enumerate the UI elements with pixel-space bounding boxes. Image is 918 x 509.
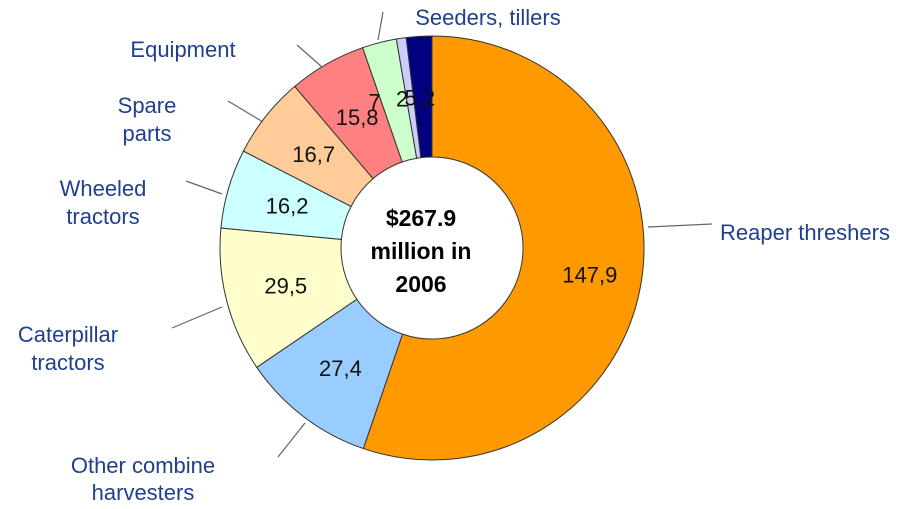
slice-reaper-threshers: [362, 35, 645, 461]
leader-lines-group: [171, 11, 713, 458]
leader-line-seeders-tillers: [377, 11, 384, 41]
slices-group: [219, 35, 645, 461]
center-label-line-1: $267.9: [386, 205, 456, 231]
center-label-line-2: million in: [371, 238, 472, 264]
value-label-unlabeled-6: 7: [368, 90, 380, 115]
value-label-reaper-threshers: 147,9: [562, 262, 617, 287]
leader-line-other-combine-harvesters: [277, 422, 306, 458]
category-label-equipment: Equipment: [130, 37, 235, 62]
leader-line-caterpillar-tractors: [171, 306, 223, 329]
value-label-caterpillar-tractors: 29,5: [264, 274, 307, 299]
category-label-spare-parts-line-1: Spare: [118, 93, 177, 118]
category-label-wheeled-tractors-line-1: Wheeled: [60, 176, 147, 201]
value-labels-group: 147,9 27,4 29,5 16,2 16,715,87 25,2: [264, 85, 617, 381]
slice-caterpillar-tractors: [219, 227, 358, 369]
value-label-seeders-tillers: 5,2: [404, 85, 435, 110]
category-label-other-combine-harvesters-line-1: Other combine: [71, 453, 215, 478]
leader-line-wheeled-tractors: [185, 180, 223, 195]
value-label-spare-parts: 16,7: [292, 142, 335, 167]
value-label-unlabeled-7: 2: [396, 87, 408, 112]
leader-line-reaper-threshers: [647, 223, 713, 228]
value-label-wheeled-tractors: 16,2: [266, 194, 309, 219]
value-label-other-combine-harvesters: 27,4: [319, 356, 362, 381]
category-label-wheeled-tractors-line-2: tractors: [66, 204, 139, 229]
category-label-reaper-threshers: Reaper threshers: [720, 220, 890, 245]
category-label-other-combine-harvesters-line-2: harvesters: [92, 480, 195, 505]
slice-seeders-tillers: [405, 35, 433, 159]
category-label-caterpillar-tractors-line-1: Caterpillar: [18, 322, 118, 347]
category-label-seeders-tillers: Seeders, tillers: [415, 5, 561, 30]
leader-line-spare-parts: [227, 100, 264, 123]
leader-line-equipment: [296, 44, 323, 68]
category-label-spare-parts-line-2: parts: [123, 121, 172, 146]
center-label-line-3: 2006: [395, 271, 446, 297]
value-label-equipment: 15,8: [336, 105, 379, 130]
category-label-caterpillar-tractors-line-2: tractors: [31, 350, 104, 375]
center-label: $267.9 million in 2006: [371, 205, 472, 297]
